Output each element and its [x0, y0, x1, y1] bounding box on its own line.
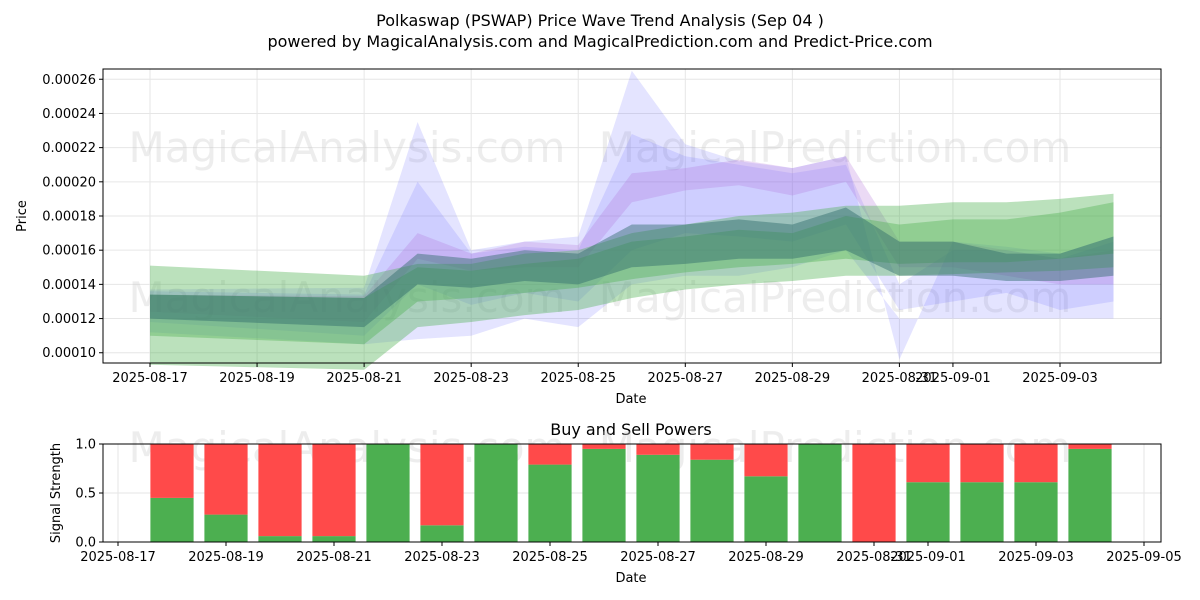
- buy-bar: [1014, 482, 1058, 542]
- top-x-tick-label: 2025-08-23: [433, 371, 509, 386]
- bottom-x-tick-label: 2025-08-27: [620, 550, 696, 565]
- price-band-blue: [150, 134, 1114, 336]
- top-grid: [103, 69, 1161, 363]
- buy-bar: [204, 514, 248, 542]
- sell-bar: [1068, 444, 1112, 449]
- sell-bar: [312, 444, 356, 537]
- price-band-purple: [150, 156, 1114, 322]
- sell-bar: [744, 444, 788, 477]
- top-x-tick-label: 2025-08-21: [326, 371, 402, 386]
- top-y-tick-label: 0.00014: [42, 278, 96, 293]
- price-band-blue: [150, 70, 1114, 360]
- bottom-x-tick-label: 2025-08-31: [836, 550, 912, 565]
- top-y-tick-label: 0.00020: [42, 175, 96, 190]
- sell-bar: [258, 444, 302, 537]
- sell-bar: [420, 444, 464, 526]
- sell-bar: [852, 444, 896, 542]
- bottom-x-tick-label: 2025-09-01: [890, 550, 966, 565]
- buy-bar: [1068, 448, 1112, 542]
- sell-bar: [1014, 444, 1058, 483]
- top-y-tick-label: 0.00016: [42, 244, 96, 259]
- buy-bar: [798, 444, 842, 542]
- buy-bar: [366, 444, 410, 542]
- buy-bar: [690, 459, 734, 542]
- sell-bar: [150, 444, 194, 498]
- top-y-ticks: 0.00010 0.00012 0.00014 0.00016 0.00018 0.000…: [42, 73, 103, 361]
- top-y-tick-label: 0.00022: [42, 141, 96, 156]
- watermark-top-right: MagicalPrediction.com: [599, 123, 1072, 172]
- chart-subtitle: powered by MagicalAnalysis.com and Magic…: [267, 32, 932, 51]
- top-y-tick-label: 0.00018: [42, 210, 96, 225]
- buy-sell-plot: Buy and Sell Powers MagicalAnalysis.com …: [49, 420, 1182, 586]
- bottom-x-axis-label: Date: [615, 571, 646, 586]
- sell-bar: [906, 444, 950, 483]
- buy-bar: [528, 464, 572, 542]
- sell-bar: [636, 444, 680, 455]
- buy-bar: [960, 482, 1004, 542]
- top-y-tick-label: 0.00010: [42, 346, 96, 361]
- buy-bar: [474, 444, 518, 542]
- sell-bar: [528, 444, 572, 465]
- buy-bar: [150, 497, 194, 542]
- top-x-tick-label: 2025-08-31: [862, 371, 938, 386]
- buy-bar: [312, 536, 356, 542]
- top-x-axis-label: Date: [615, 392, 646, 407]
- price-band-dark: [150, 207, 1114, 328]
- bottom-x-tick-label: 2025-08-23: [404, 550, 480, 565]
- bottom-x-tick-label: 2025-08-21: [296, 550, 372, 565]
- sell-bar: [582, 444, 626, 449]
- bottom-x-ticks: 2025-08-17 2025-08-19 2025-08-21 2025-08-23…: [80, 542, 1182, 565]
- sell-bar: [690, 444, 734, 460]
- bottom-x-tick-label: 2025-08-29: [728, 550, 804, 565]
- top-x-tick-label: 2025-08-25: [540, 371, 616, 386]
- buy-bar: [258, 536, 302, 542]
- sell-bar: [204, 444, 248, 515]
- bottom-x-tick-label: 2025-09-05: [1106, 550, 1182, 565]
- buy-bar: [582, 448, 626, 542]
- price-wave-plot: MagicalAnalysis.com MagicalPrediction.co…: [15, 68, 1162, 407]
- top-x-tick-label: 2025-08-19: [219, 371, 295, 386]
- top-y-tick-label: 0.00026: [42, 73, 96, 88]
- buy-bar: [744, 476, 788, 542]
- price-bands: [150, 70, 1114, 370]
- price-band-green: [150, 202, 1114, 345]
- watermark-mid-right: MagicalPrediction.com: [599, 273, 1072, 322]
- bottom-y-axis-label: Signal Strength: [49, 443, 64, 543]
- bottom-x-tick-label: 2025-08-25: [512, 550, 588, 565]
- bottom-y-tick-label: 0.0: [75, 536, 96, 551]
- price-band-green: [150, 193, 1114, 370]
- bottom-y-tick-label: 1.0: [75, 438, 96, 453]
- top-x-tick-label: 2025-08-17: [112, 371, 188, 386]
- bottom-x-tick-label: 2025-09-03: [998, 550, 1074, 565]
- chart-title: Polkaswap (PSWAP) Price Wave Trend Analy…: [376, 11, 824, 30]
- buy-bar: [906, 482, 950, 542]
- bottom-y-ticks: 0.0 0.5 1.0: [75, 438, 103, 551]
- watermark-top-left: MagicalAnalysis.com: [129, 123, 566, 172]
- top-x-ticks: 2025-08-17 2025-08-19 2025-08-21 2025-08-23…: [112, 363, 1098, 386]
- watermark-mid-left: MagicalAnalysis.com: [129, 273, 566, 322]
- top-y-axis-label: Price: [15, 200, 30, 232]
- top-x-tick-label: 2025-08-27: [648, 371, 724, 386]
- bottom-x-tick-label: 2025-08-17: [80, 550, 156, 565]
- buy-bar: [636, 454, 680, 542]
- bottom-y-tick-label: 0.5: [75, 487, 96, 502]
- bottom-x-tick-label: 2025-08-19: [188, 550, 264, 565]
- buy-bar: [420, 525, 464, 542]
- bottom-plot-title: Buy and Sell Powers: [550, 420, 712, 439]
- sell-bar: [960, 444, 1004, 483]
- top-y-tick-label: 0.00012: [42, 312, 96, 327]
- top-x-tick-label: 2025-08-29: [755, 371, 831, 386]
- top-x-tick-label: 2025-09-01: [915, 371, 991, 386]
- top-y-tick-label: 0.00024: [42, 107, 96, 122]
- signal-bars: [150, 444, 1112, 542]
- top-x-tick-label: 2025-09-03: [1022, 371, 1098, 386]
